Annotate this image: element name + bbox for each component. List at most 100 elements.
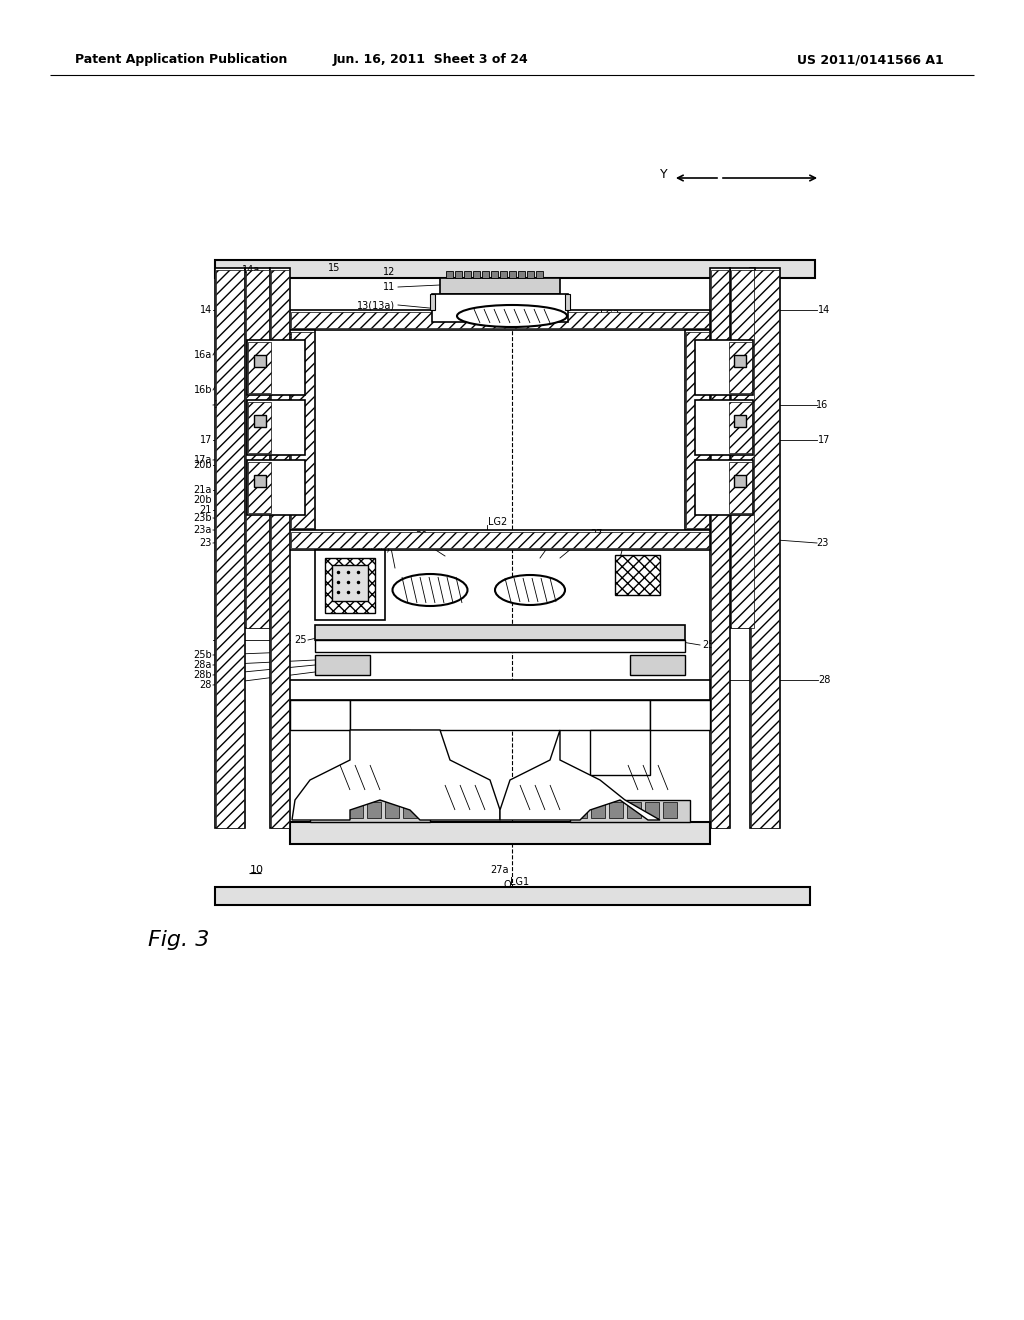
Bar	[731, 271, 754, 628]
Text: 20a: 20a	[247, 319, 265, 330]
Polygon shape	[292, 730, 500, 820]
Text: 28: 28	[818, 675, 830, 685]
Bar	[290, 822, 710, 843]
Text: 20: 20	[700, 389, 713, 400]
Text: 16: 16	[816, 400, 828, 411]
Bar	[565, 294, 570, 310]
Ellipse shape	[495, 576, 565, 605]
Bar	[695, 459, 753, 515]
Bar	[729, 462, 752, 513]
Text: 20b: 20b	[194, 495, 212, 506]
Bar	[350, 730, 410, 775]
Bar	[482, 271, 489, 279]
Bar	[247, 400, 305, 455]
Bar	[663, 803, 677, 818]
Bar	[290, 310, 710, 330]
Text: 17: 17	[200, 436, 212, 445]
Text: Patent Application Publication: Patent Application Publication	[75, 54, 288, 66]
Text: 15: 15	[328, 263, 340, 273]
Bar	[248, 403, 271, 453]
Bar	[248, 342, 271, 393]
Ellipse shape	[457, 305, 567, 327]
Bar	[291, 532, 709, 548]
Text: 14a: 14a	[242, 265, 260, 275]
Text: 17a: 17a	[194, 455, 212, 465]
Bar	[385, 803, 399, 818]
Bar	[325, 558, 375, 612]
Bar	[350, 700, 650, 730]
Bar	[290, 330, 315, 531]
Bar	[215, 268, 245, 828]
Bar	[615, 554, 660, 595]
Bar	[367, 803, 381, 818]
Bar	[570, 800, 690, 822]
Bar	[270, 268, 290, 828]
Bar	[313, 803, 327, 818]
Text: 21: 21	[700, 506, 713, 515]
Bar	[290, 680, 710, 700]
Text: 11: 11	[383, 282, 395, 292]
Bar	[591, 803, 605, 818]
Bar	[750, 268, 780, 828]
Bar	[215, 887, 810, 906]
Bar	[432, 294, 568, 322]
Bar	[734, 475, 746, 487]
Bar	[695, 400, 753, 455]
Bar	[711, 271, 729, 828]
Text: 23: 23	[200, 539, 212, 548]
Polygon shape	[500, 730, 660, 820]
Bar	[315, 624, 685, 640]
Bar	[464, 271, 471, 279]
Text: 35(31a): 35(31a)	[554, 535, 592, 545]
Text: 12: 12	[383, 267, 395, 277]
Bar	[245, 268, 270, 628]
Text: 22: 22	[700, 483, 713, 492]
Bar	[710, 268, 730, 828]
Text: 20: 20	[219, 393, 232, 403]
Bar	[650, 700, 710, 730]
Bar	[216, 271, 244, 828]
Text: 16a: 16a	[194, 350, 212, 360]
Text: Fig. 3: Fig. 3	[148, 931, 209, 950]
Bar	[291, 312, 709, 327]
Bar	[609, 803, 623, 818]
Bar	[686, 333, 709, 528]
Bar	[730, 268, 755, 628]
Bar	[332, 565, 368, 601]
Text: 16b: 16b	[194, 385, 212, 395]
Text: 25: 25	[295, 635, 307, 645]
Bar	[246, 271, 269, 628]
Bar	[254, 414, 266, 426]
Bar	[645, 803, 659, 818]
Bar	[215, 260, 815, 279]
Bar	[734, 414, 746, 426]
Text: 28: 28	[200, 680, 212, 690]
Bar	[473, 271, 480, 279]
Text: 22a: 22a	[275, 330, 294, 341]
Text: 20b: 20b	[194, 459, 212, 470]
Bar	[440, 279, 560, 294]
Bar	[315, 640, 685, 652]
Text: 26: 26	[332, 577, 344, 587]
Text: 17: 17	[818, 436, 830, 445]
Bar	[290, 531, 710, 550]
Text: 28a: 28a	[194, 660, 212, 671]
Bar	[455, 271, 462, 279]
Text: LG1: LG1	[510, 876, 529, 887]
Bar	[254, 355, 266, 367]
Text: 21: 21	[200, 506, 212, 515]
Bar	[254, 475, 266, 487]
Text: 27a: 27a	[490, 865, 509, 875]
Text: 14b: 14b	[223, 414, 242, 425]
Bar	[310, 800, 430, 822]
Bar	[518, 271, 525, 279]
Text: 21a: 21a	[194, 484, 212, 495]
Bar	[349, 803, 362, 818]
Bar	[729, 342, 752, 393]
Text: 32: 32	[330, 598, 342, 609]
Text: 23b: 23b	[194, 513, 212, 523]
Text: 22: 22	[275, 315, 288, 325]
Text: O: O	[503, 880, 511, 890]
Text: 16: 16	[214, 400, 226, 411]
Text: LG2: LG2	[488, 517, 507, 527]
